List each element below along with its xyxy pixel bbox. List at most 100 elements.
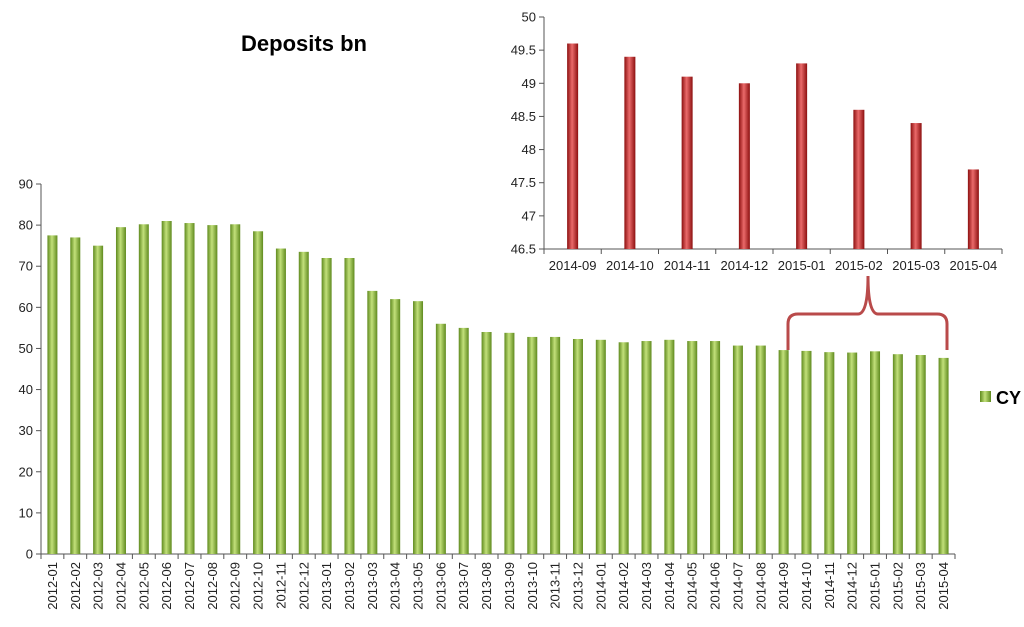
bar: [572, 338, 583, 554]
y-tick-label: 50: [19, 341, 33, 356]
x-tick-label: 2013-04: [388, 562, 403, 610]
bar: [892, 354, 903, 554]
y-tick-label: 0: [26, 547, 33, 562]
bar: [910, 123, 922, 249]
bar: [550, 336, 561, 554]
zoom-bracket: [786, 275, 949, 350]
x-tick-label: 2015-04: [950, 258, 998, 273]
bar: [853, 109, 865, 249]
x-tick-label: 2013-10: [525, 562, 540, 610]
bar: [847, 352, 858, 554]
y-tick-label: 50: [522, 10, 536, 25]
bar: [595, 339, 606, 554]
x-tick-label: 2014-09: [549, 258, 597, 273]
bar: [938, 357, 949, 554]
bar: [967, 169, 979, 249]
bar: [664, 339, 675, 554]
legend-swatch: [980, 391, 991, 402]
bar: [138, 224, 149, 555]
x-tick-label: 2014-02: [616, 562, 631, 610]
bar: [687, 341, 698, 554]
x-tick-label: 2013-06: [433, 562, 448, 610]
y-tick-label: 60: [19, 300, 33, 315]
x-tick-label: 2014-12: [845, 562, 860, 610]
x-tick-label: 2015-04: [936, 562, 951, 610]
x-tick-label: 2012-10: [251, 562, 266, 610]
chart-title: Deposits bn: [241, 31, 367, 56]
x-tick-label: 2012-09: [228, 562, 243, 610]
x-tick-label: 2015-03: [892, 258, 940, 273]
y-tick-label: 10: [19, 505, 33, 520]
y-tick-label: 80: [19, 218, 33, 233]
x-tick-label: 2015-03: [913, 562, 928, 610]
y-tick-label: 40: [19, 382, 33, 397]
x-tick-label: 2013-11: [548, 562, 563, 609]
x-tick-label: 2014-06: [708, 562, 723, 610]
x-tick-label: 2015-02: [890, 562, 905, 610]
bar: [390, 299, 401, 554]
bar: [618, 342, 629, 554]
bar: [70, 237, 81, 554]
bar: [527, 336, 538, 554]
y-tick-label: 49: [522, 76, 536, 91]
bar: [207, 225, 218, 554]
x-tick-label: 2014-11: [664, 258, 711, 273]
x-tick-label: 2014-08: [753, 562, 768, 610]
x-tick-label: 2012-06: [159, 562, 174, 610]
x-tick-label: 2013-07: [456, 562, 471, 610]
bar: [367, 290, 378, 554]
x-tick-label: 2014-01: [593, 562, 608, 610]
x-tick-label: 2012-04: [113, 562, 128, 610]
bar: [567, 43, 579, 250]
x-tick-label: 2012-05: [136, 562, 151, 610]
bar: [115, 227, 126, 554]
bar: [344, 258, 355, 554]
x-tick-label: 2015-01: [778, 258, 826, 273]
x-tick-label: 2014-03: [639, 562, 654, 610]
x-tick-label: 2014-07: [730, 562, 745, 610]
bar: [915, 355, 926, 554]
x-tick-label: 2014-04: [662, 562, 677, 610]
bar: [796, 63, 808, 250]
x-tick-label: 2012-11: [273, 562, 288, 609]
x-tick-label: 2012-03: [91, 562, 106, 610]
bar: [624, 56, 636, 250]
legend: CY: [980, 388, 1021, 408]
bar: [275, 248, 286, 555]
x-tick-label: 2013-05: [411, 562, 426, 610]
x-tick-label: 2013-02: [342, 562, 357, 610]
y-tick-label: 47.5: [511, 175, 536, 190]
bar: [253, 231, 264, 554]
x-tick-label: 2014-09: [776, 562, 791, 610]
y-tick-label: 20: [19, 464, 33, 479]
x-tick-label: 2015-01: [868, 562, 883, 610]
bar: [230, 224, 241, 555]
bar: [458, 327, 469, 554]
main-plot-area: 0 10 20 30 40 50 60 70 80 90 2012-01 2012-02 2012-03…: [19, 177, 956, 610]
x-tick-label: 2014-05: [685, 562, 700, 610]
bar: [732, 345, 743, 554]
y-tick-label: 70: [19, 259, 33, 274]
bar: [738, 83, 750, 250]
x-tick-label: 2012-02: [68, 562, 83, 610]
bar: [710, 341, 721, 554]
x-tick-label: 2012-07: [182, 562, 197, 610]
x-tick-label: 2013-01: [319, 562, 334, 610]
bar: [413, 301, 424, 554]
x-tick-label: 2013-03: [365, 562, 380, 610]
bar: [184, 223, 195, 555]
x-tick-label: 2014-10: [799, 562, 814, 610]
y-tick-label: 49.5: [511, 43, 536, 58]
x-tick-label: 2013-08: [479, 562, 494, 610]
y-tick-label: 47: [522, 208, 536, 223]
inset-plot-area: 46.5 47 47.5 48 48.5 49 49.5 50 2014-09 2014-10 20…: [511, 10, 1003, 273]
bar: [321, 258, 332, 554]
bar: [681, 76, 693, 250]
bar: [161, 221, 172, 554]
legend-label-cy: CY: [996, 388, 1021, 408]
x-tick-label: 2012-12: [296, 562, 311, 610]
x-tick-label: 2014-11: [822, 562, 837, 609]
x-tick-label: 2014-12: [721, 258, 769, 273]
x-tick-label: 2013-09: [502, 562, 517, 610]
